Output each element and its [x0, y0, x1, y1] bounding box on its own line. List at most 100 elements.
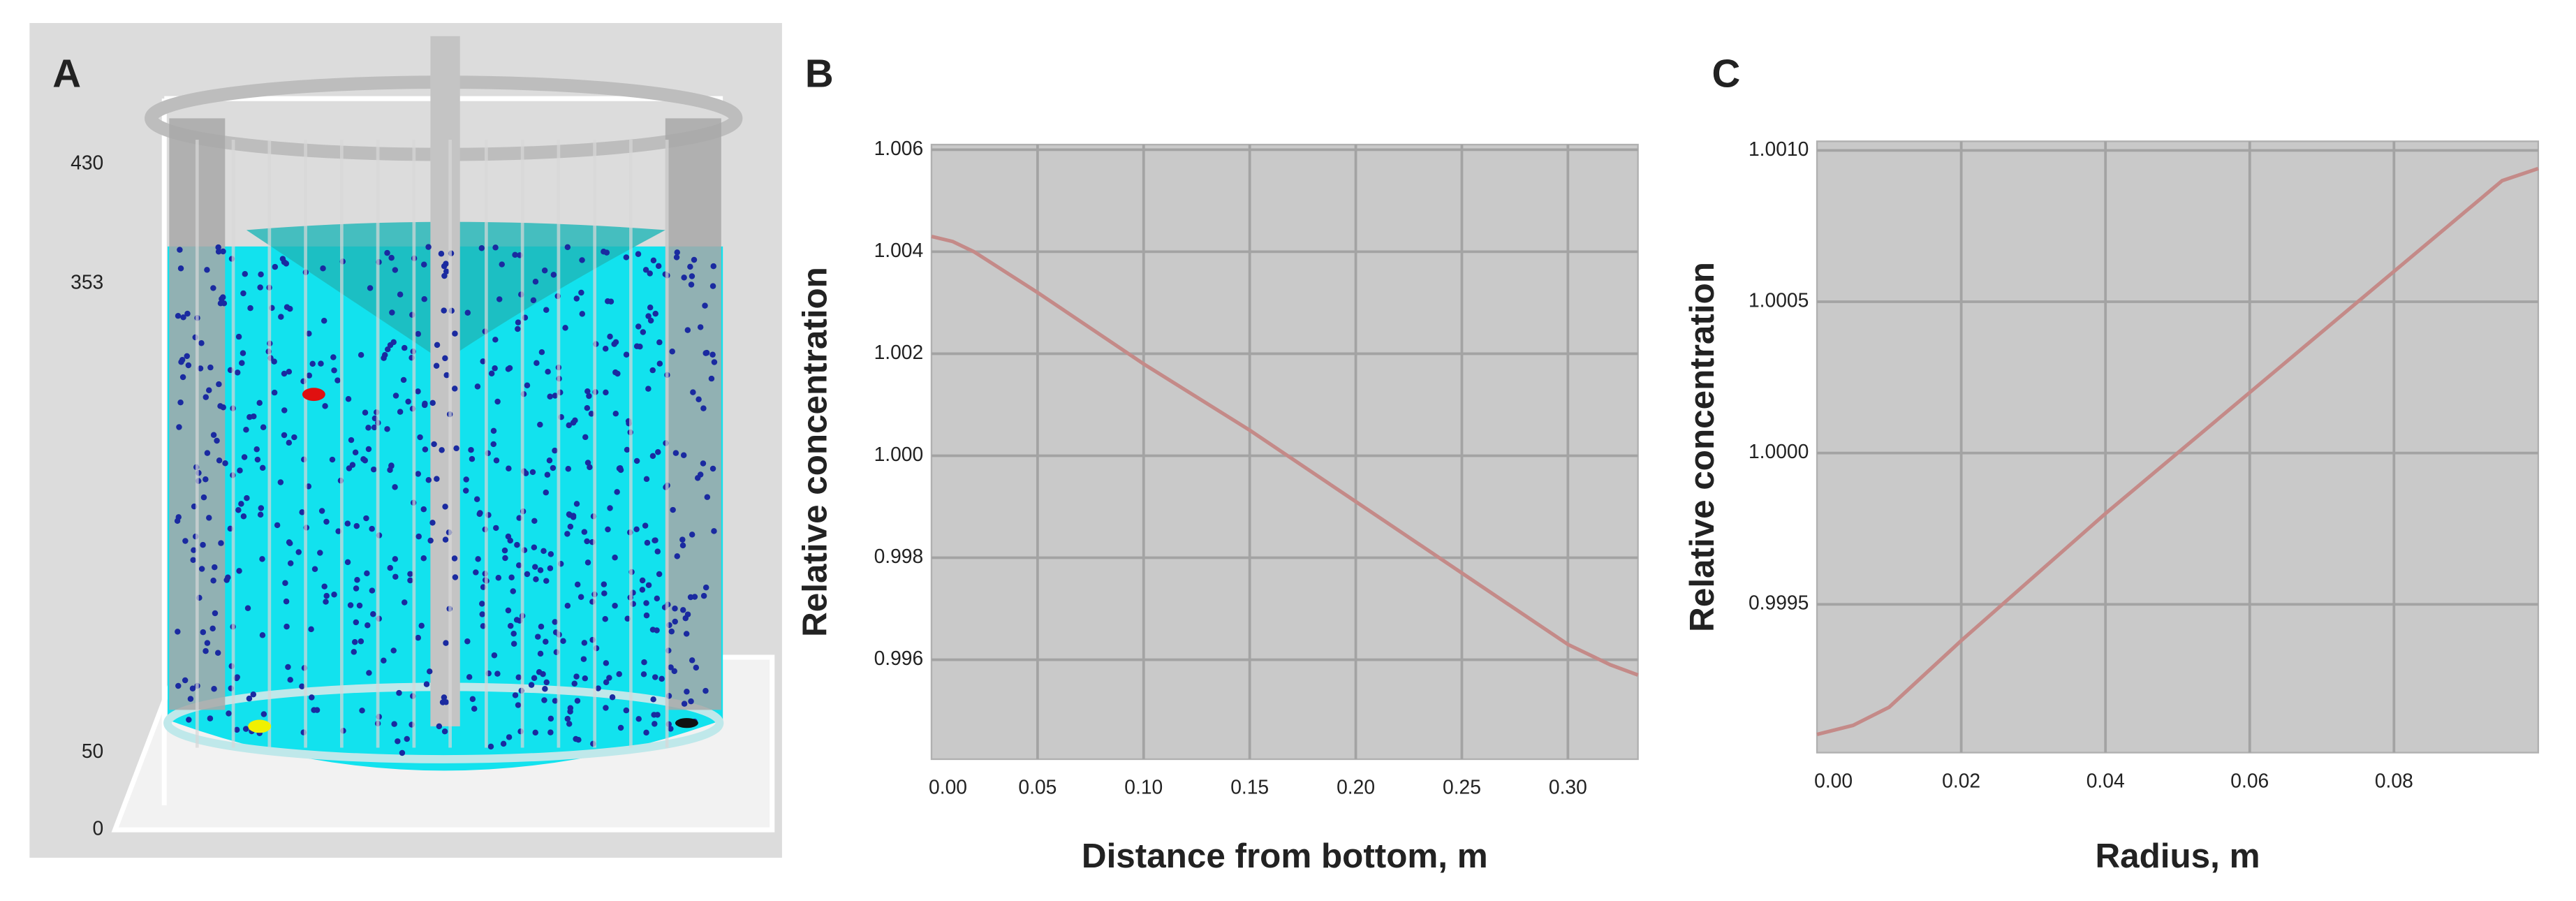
particle	[647, 317, 654, 324]
particle	[684, 327, 691, 333]
particle	[647, 270, 653, 277]
particle	[674, 249, 681, 256]
particle	[672, 450, 679, 456]
particle	[242, 270, 249, 277]
particle	[552, 619, 558, 625]
particle	[487, 743, 494, 750]
particle	[279, 256, 286, 262]
particle	[635, 323, 642, 330]
particle	[612, 410, 619, 417]
particle	[425, 476, 432, 483]
x-tick-label: 0.25	[1443, 776, 1481, 798]
rods	[195, 139, 669, 748]
y-tick-label: 0.996	[874, 647, 924, 669]
particle	[552, 447, 558, 454]
particle	[574, 581, 581, 588]
particle	[704, 494, 711, 500]
particle	[421, 295, 427, 302]
particle	[216, 381, 222, 388]
particle	[239, 360, 245, 366]
particle	[624, 615, 631, 622]
particle	[306, 372, 313, 379]
particle	[256, 400, 263, 406]
particle	[211, 686, 217, 692]
particle	[506, 365, 513, 372]
particle	[417, 434, 423, 441]
particle	[314, 707, 321, 713]
particle	[679, 542, 686, 549]
particle	[365, 622, 371, 629]
particle	[184, 310, 191, 317]
particle	[318, 360, 324, 367]
particle	[710, 263, 717, 270]
particle	[215, 244, 221, 251]
particle	[370, 466, 377, 473]
particle	[405, 398, 411, 405]
x-tick-label: 0.30	[1549, 776, 1587, 798]
tank-illustration: A 430 353 50 0	[29, 22, 782, 858]
particle	[210, 285, 216, 291]
particle	[494, 398, 501, 405]
particle	[466, 674, 473, 680]
particle	[649, 453, 656, 460]
particle	[679, 536, 686, 543]
particle	[184, 353, 190, 360]
particle	[371, 424, 378, 431]
particle	[643, 600, 649, 606]
particle	[709, 465, 716, 472]
particle	[502, 555, 508, 562]
particle	[220, 248, 226, 255]
particle	[473, 569, 479, 576]
x-tick-label: 0.00	[1814, 769, 1853, 791]
data-line	[1816, 166, 2539, 737]
particle	[612, 555, 618, 561]
particle	[179, 374, 186, 381]
particle	[538, 623, 545, 630]
particle	[177, 399, 184, 406]
particle	[253, 446, 260, 453]
particle	[223, 577, 230, 583]
particle	[438, 251, 445, 257]
particle	[624, 446, 631, 453]
particle	[694, 475, 701, 481]
particle	[564, 715, 571, 722]
particle	[493, 457, 500, 464]
particle	[241, 454, 248, 460]
particle	[635, 716, 642, 722]
particle	[605, 526, 611, 533]
particle	[515, 702, 522, 708]
particle	[369, 587, 376, 594]
particle	[545, 368, 551, 375]
particle	[552, 698, 559, 704]
y-tick-label: 1.0000	[1749, 440, 1809, 462]
particle	[399, 749, 406, 756]
particle	[309, 694, 315, 701]
particle	[496, 296, 503, 302]
plot-area	[1816, 140, 2540, 754]
particle	[392, 484, 398, 490]
particle	[543, 489, 550, 496]
particle	[182, 538, 189, 544]
particle	[186, 717, 192, 723]
particle	[358, 638, 365, 645]
particle	[580, 656, 587, 662]
particle	[499, 261, 505, 268]
particle	[515, 562, 522, 569]
particle	[656, 571, 663, 578]
particle	[321, 318, 327, 324]
particle	[351, 638, 358, 645]
particle	[491, 652, 498, 659]
x-tick-label: 0.10	[1124, 776, 1163, 798]
particle	[226, 710, 232, 717]
particle	[257, 511, 264, 518]
particle	[442, 355, 448, 362]
particle	[404, 735, 410, 742]
particle	[392, 393, 399, 399]
particle	[603, 679, 610, 686]
particle	[693, 664, 700, 671]
particle	[582, 434, 589, 441]
particle	[584, 538, 590, 545]
particle	[674, 553, 681, 559]
particle	[222, 460, 228, 467]
particle	[478, 245, 485, 251]
